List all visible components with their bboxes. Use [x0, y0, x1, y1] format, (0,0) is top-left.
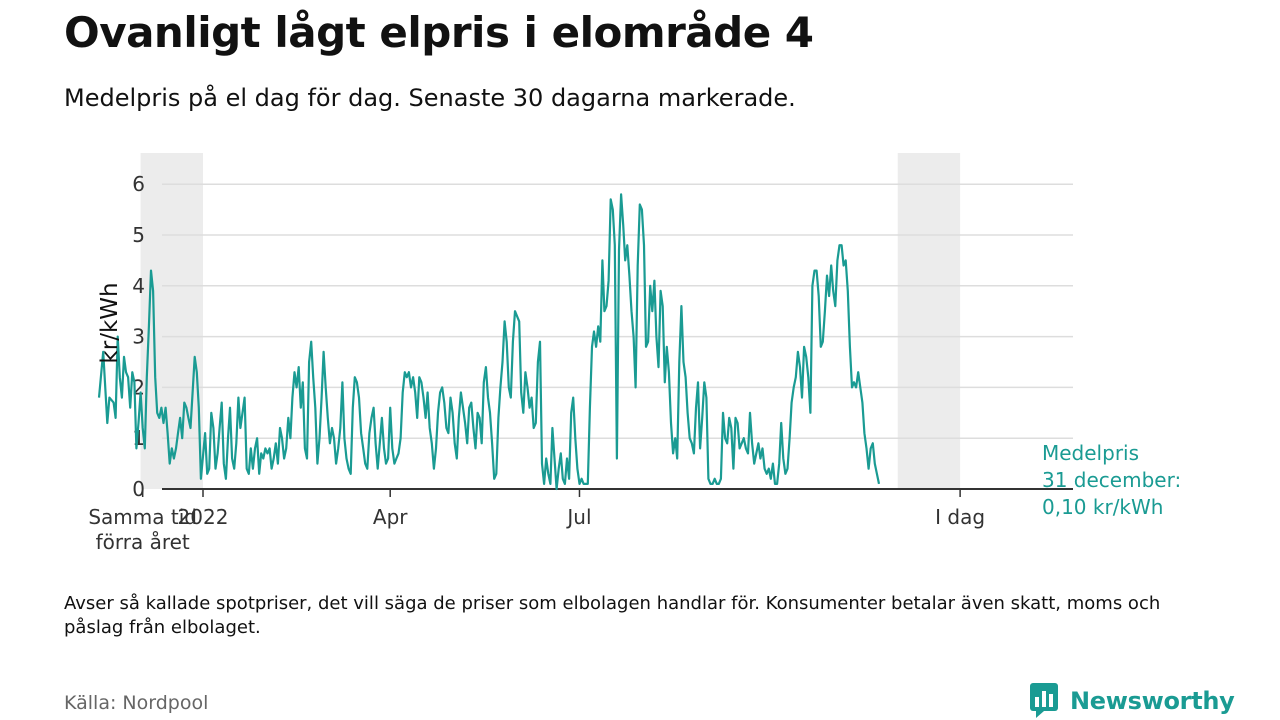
newsworthy-chart-icon [1030, 683, 1058, 718]
annotation-line: 0,10 kr/kWh [1042, 495, 1163, 519]
price-series-line [97, 193, 881, 491]
x-tick-label-line: förra året [96, 530, 190, 554]
annotation-line: Medelpris [1042, 441, 1139, 465]
y-tick-label: 4 [132, 274, 145, 298]
source-credit: Källa: Nordpool [64, 692, 209, 714]
annotation-line: 31 december: [1042, 468, 1181, 492]
brand-name: Newsworthy [1070, 687, 1235, 715]
footnote: Avser så kallade spotpriser, det vill sä… [64, 593, 1161, 638]
x-tick-label-line: Apr [373, 505, 408, 529]
x-tick-label-line: Samma tid [88, 505, 197, 529]
y-tick-label: 5 [132, 223, 145, 247]
highlight-layer [140, 153, 961, 489]
x-tick-label: I dag [935, 505, 985, 529]
y-tick-label: 6 [132, 172, 145, 196]
brand-logo[interactable]: Newsworthy [1030, 683, 1235, 719]
x-tick-label-line: Jul [565, 505, 591, 529]
annotation-layer: Medelpris 31 december: 0,10 kr/kWh [1042, 441, 1181, 519]
page-title: Ovanligt lågt elpris i elområde 4 [64, 8, 814, 57]
y-axis-label: kr/kWh [97, 282, 123, 363]
x-tick-label: Jul [565, 505, 591, 529]
y-tick-label: 3 [132, 325, 145, 349]
line-layer [97, 193, 881, 491]
x-tick-label: Apr [373, 505, 408, 529]
latest-price-annotation: Medelpris 31 december: 0,10 kr/kWh [1042, 441, 1181, 519]
x-tick-label: 2022 [178, 505, 229, 529]
x-tick-label-line: 2022 [178, 505, 229, 529]
y-tick-label: 0 [132, 477, 145, 501]
x-tick-label-line: I dag [935, 505, 985, 529]
highlight-band [140, 153, 203, 489]
page-subtitle: Medelpris på el dag för dag. Senaste 30 … [64, 84, 796, 112]
highlight-band [897, 153, 961, 489]
x-tick-label: Samma tid förra året [88, 505, 197, 554]
